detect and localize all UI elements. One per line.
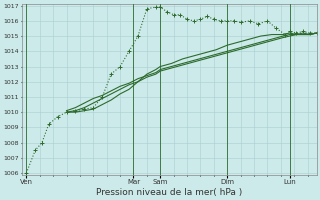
X-axis label: Pression niveau de la mer( hPa ): Pression niveau de la mer( hPa ) bbox=[96, 188, 242, 197]
